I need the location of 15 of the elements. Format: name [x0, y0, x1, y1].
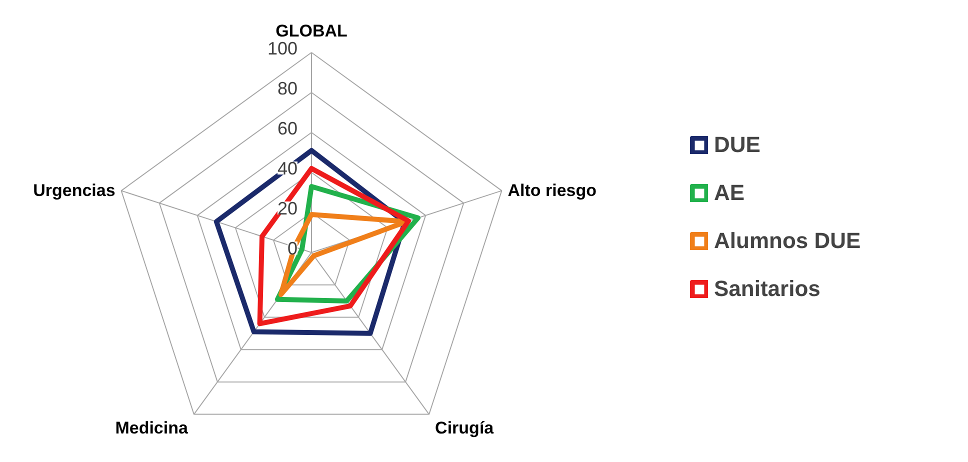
legend-label: DUE	[714, 132, 760, 158]
y-tick-label: 0	[287, 238, 298, 258]
y-tick-label: 40	[277, 158, 298, 178]
spoke-label: GLOBAL	[276, 22, 348, 40]
spoke-label: Medicina	[115, 418, 188, 438]
spoke-label: Cirugía	[435, 418, 494, 438]
legend-label: AE	[714, 180, 745, 206]
y-tick-label: 80	[277, 78, 298, 98]
spoke-label: Alto riesgo	[508, 181, 597, 200]
legend-label: Alumnos DUE	[714, 228, 861, 254]
legend-label: Sanitarios	[714, 276, 820, 302]
y-tick-label: 20	[277, 198, 298, 218]
y-tick-label: 100	[267, 38, 298, 58]
y-tick-label: 60	[277, 118, 298, 138]
spoke-label: Urgencias	[33, 181, 116, 200]
